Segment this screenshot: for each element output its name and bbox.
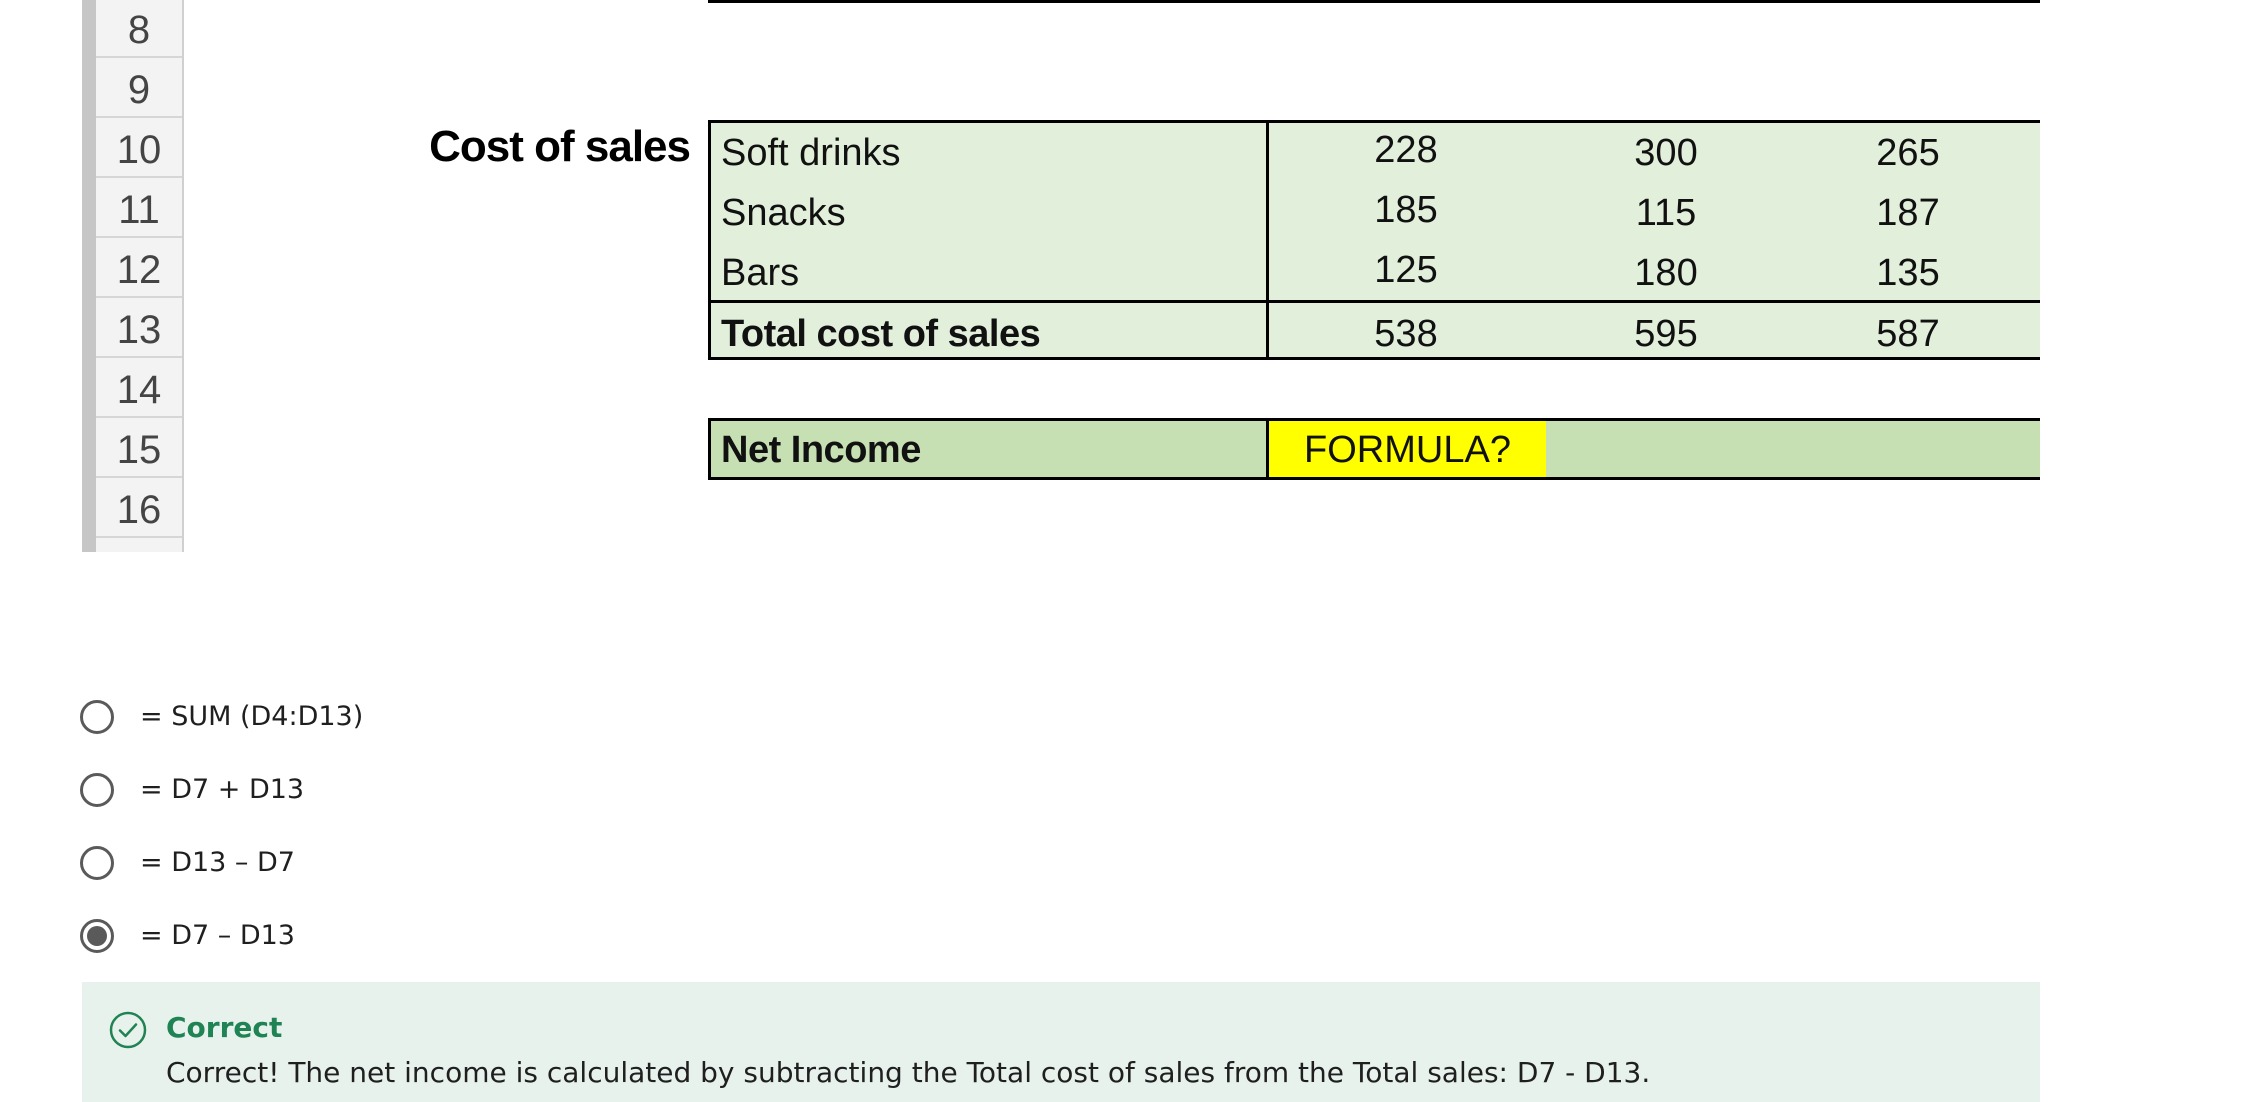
- radio-button-selected[interactable]: [80, 918, 114, 953]
- total-row-value: 587: [1876, 313, 1940, 355]
- radio-button[interactable]: [80, 845, 114, 880]
- row-header-15: 15: [96, 420, 182, 478]
- check-circle-icon: [109, 1011, 147, 1049]
- row-gutter-bar: [82, 0, 96, 552]
- net-income-row: Net Income FORMULA?: [708, 418, 2040, 480]
- feedback-panel: Correct Correct! The net income is calcu…: [82, 982, 2040, 1102]
- cost-row-value: 115: [1635, 192, 1697, 234]
- radio-button[interactable]: [80, 699, 114, 734]
- row-headers: 8 9 10 11 12 13 14 15 16: [96, 0, 184, 552]
- radio-selected-dot: [87, 925, 107, 946]
- cost-row-value: 135: [1876, 252, 1940, 294]
- row-header-16: 16: [96, 480, 182, 538]
- answer-option-label: = D13 – D7: [140, 847, 295, 878]
- row-header-8: 8: [96, 0, 182, 58]
- row-header-11: 11: [96, 180, 182, 238]
- answer-option[interactable]: = SUM (D4:D13): [80, 680, 363, 753]
- cost-row-value: 187: [1876, 192, 1940, 234]
- row-header-12: 12: [96, 240, 182, 298]
- row-header-10: 10: [96, 120, 182, 178]
- row-header-14: 14: [96, 360, 182, 418]
- cost-of-sales-table: Soft drinks 228 300 265 Snacks 185 115 1…: [708, 120, 2040, 360]
- answer-option-selected[interactable]: = D7 – D13: [80, 899, 363, 972]
- cost-row-name: Bars: [721, 252, 800, 294]
- row-header-9: 9: [96, 60, 182, 118]
- cost-row-value: 228: [1374, 129, 1438, 171]
- cost-row-value: 180: [1634, 252, 1698, 294]
- radio-button[interactable]: [80, 772, 114, 807]
- spreadsheet-image: 8 9 10 11 12 13 14 15 16 Cost of sales S…: [0, 0, 2040, 552]
- total-divider: [711, 300, 2040, 303]
- table-top-rule: [708, 0, 2040, 3]
- total-row-name: Total cost of sales: [721, 313, 1041, 355]
- net-income-label: Net Income: [721, 429, 921, 471]
- column-divider: [1266, 421, 1269, 477]
- feedback-message: Correct! The net income is calculated by…: [166, 1056, 1651, 1089]
- column-divider: [1266, 123, 1269, 357]
- cost-of-sales-heading: Cost of sales: [429, 122, 691, 171]
- total-row-value: 538: [1374, 313, 1438, 355]
- cost-row-value: 125: [1374, 249, 1438, 291]
- cost-row-value: 300: [1634, 132, 1698, 174]
- cost-row-value: 265: [1876, 132, 1940, 174]
- row-header-13: 13: [96, 300, 182, 358]
- cost-row-name: Soft drinks: [721, 132, 901, 174]
- cost-row-name: Snacks: [721, 192, 846, 234]
- answer-option-label: = D7 – D13: [140, 920, 295, 951]
- answer-option[interactable]: = D13 – D7: [80, 826, 363, 899]
- formula-placeholder-cell: FORMULA?: [1269, 421, 1546, 477]
- answer-option-label: = D7 + D13: [140, 774, 305, 805]
- answer-option-label: = SUM (D4:D13): [140, 701, 364, 732]
- cost-row-value: 185: [1374, 189, 1438, 231]
- feedback-status: Correct: [166, 1011, 283, 1044]
- answer-options: = SUM (D4:D13) = D7 + D13 = D13 – D7 = D…: [80, 680, 363, 972]
- answer-option[interactable]: = D7 + D13: [80, 753, 363, 826]
- total-row-value: 595: [1634, 313, 1698, 355]
